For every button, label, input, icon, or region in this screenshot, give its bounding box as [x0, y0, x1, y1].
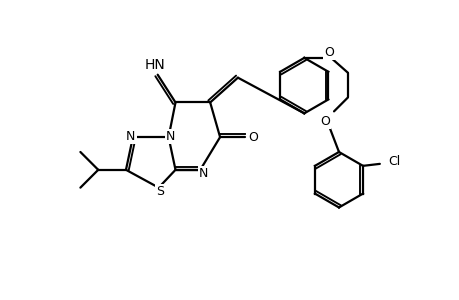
Text: HN: HN: [144, 58, 165, 72]
Text: N: N: [126, 130, 135, 142]
Text: HN: HN: [144, 58, 165, 72]
Text: O: O: [247, 130, 257, 144]
Text: N: N: [198, 167, 207, 180]
Text: N: N: [166, 130, 175, 142]
Text: O: O: [324, 46, 333, 59]
Text: O: O: [319, 115, 329, 128]
Text: S: S: [155, 185, 163, 198]
Text: Cl: Cl: [388, 155, 400, 168]
